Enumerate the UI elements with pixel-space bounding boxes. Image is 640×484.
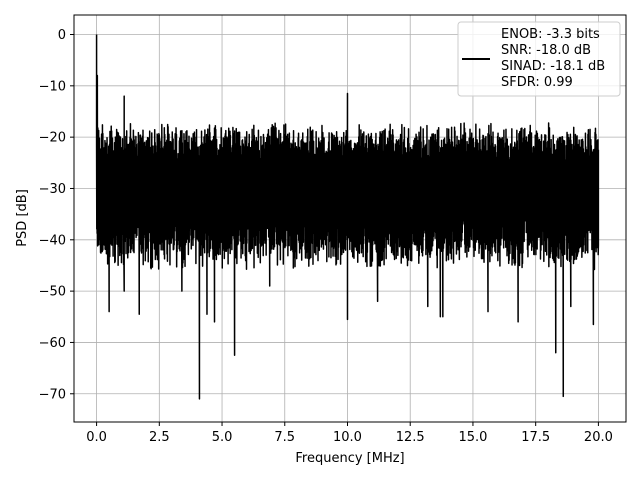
y-tick-label: −10 — [39, 79, 66, 94]
psd-series-line — [95, 34, 600, 400]
y-tick-label: −60 — [39, 336, 66, 351]
y-tick-label: −40 — [39, 233, 66, 248]
y-axis-label: PSD [dB] — [15, 189, 30, 247]
y-tick-label: −70 — [39, 387, 66, 402]
psd-trace — [95, 34, 600, 400]
legend: ENOB: -3.3 bits SNR: -18.0 dB SINAD: -18… — [457, 21, 621, 97]
x-tick-label: 0.0 — [86, 430, 107, 445]
legend-text-snr: SNR: -18.0 dB — [501, 43, 591, 58]
y-tick-label: 0 — [58, 28, 66, 43]
y-axis-ticks: 0 −10 −20 −30 −40 −50 −60 −70 — [39, 28, 74, 402]
x-tick-label: 5.0 — [212, 430, 233, 445]
legend-text-sinad: SINAD: -18.1 dB — [501, 59, 605, 74]
y-tick-label: −50 — [39, 285, 66, 300]
plot-area-frame — [73, 14, 627, 423]
x-tick-label: 20.0 — [584, 430, 613, 445]
x-tick-label: 7.5 — [274, 430, 295, 445]
x-tick-label: 12.5 — [396, 430, 425, 445]
x-tick-label: 17.5 — [521, 430, 550, 445]
x-axis-label: Frequency [MHz] — [295, 451, 404, 466]
legend-text-sfdr: SFDR: 0.99 — [501, 75, 573, 90]
x-axis-ticks: 0.0 2.5 5.0 7.5 10.0 12.5 15.0 17.5 20.0 — [86, 422, 613, 445]
x-tick-label: 10.0 — [333, 430, 362, 445]
x-tick-label: 2.5 — [149, 430, 170, 445]
x-tick-label: 15.0 — [458, 430, 487, 445]
y-tick-label: −20 — [39, 131, 66, 146]
y-tick-label: −30 — [39, 182, 66, 197]
legend-box — [457, 21, 621, 97]
legend-text-enob: ENOB: -3.3 bits — [501, 27, 600, 42]
